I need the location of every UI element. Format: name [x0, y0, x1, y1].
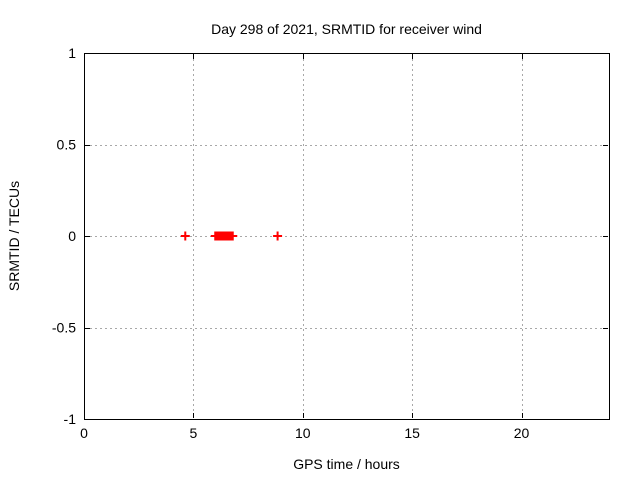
x-tick-label: 0 [80, 425, 88, 441]
data-point-marker [180, 231, 190, 241]
y-tick-label: -1 [64, 411, 77, 427]
plot-border [84, 53, 610, 420]
x-tick-label: 20 [514, 425, 530, 441]
y-tick-label: -0.5 [52, 320, 76, 336]
chart-title: Day 298 of 2021, SRMTID for receiver win… [211, 21, 482, 37]
y-tick-label: 0.5 [57, 137, 77, 153]
y-tick-label: 0 [68, 228, 76, 244]
data-point-marker [228, 231, 238, 241]
x-tick-label: 10 [295, 425, 311, 441]
y-tick-label: 1 [68, 45, 76, 61]
data-point-marker [273, 231, 283, 241]
x-tick-label: 15 [404, 425, 420, 441]
x-tick-label: 5 [189, 425, 197, 441]
x-axis-title: GPS time / hours [293, 456, 400, 472]
